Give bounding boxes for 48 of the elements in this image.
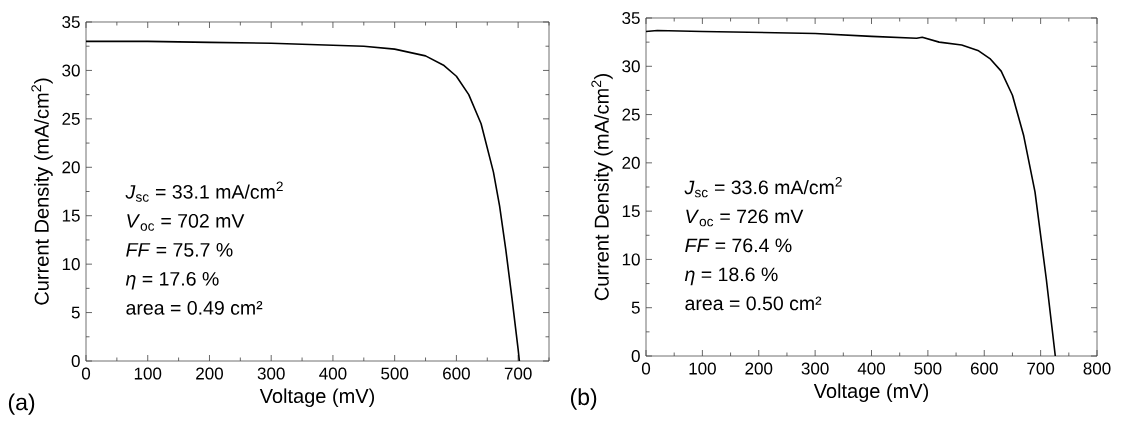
y-tick-label: 20	[622, 156, 640, 169]
y-tick-label: 10	[622, 253, 640, 266]
x-axis-title: Voltage (mV)	[813, 383, 929, 403]
text: (b)	[570, 388, 597, 410]
annotation: V$_{oc}$ = 726 mV	[686, 209, 804, 227]
y-tick-label: 10	[62, 258, 80, 271]
y-tick-label: 0	[631, 349, 640, 363]
x-tick-label: 200	[196, 367, 223, 380]
y-tick-label: 25	[62, 112, 80, 125]
x-tick-label: 300	[801, 362, 829, 375]
x-tick-label: 400	[857, 362, 886, 375]
annotation: J$_{sc}$ = 33.6 mA/cm$^{2}$	[684, 177, 842, 198]
annotation: FF = 75.7 %	[126, 243, 233, 257]
y-tick-label: 5	[631, 301, 640, 314]
x-tick-label: 600	[970, 362, 998, 375]
x-tick-label: 700	[1027, 362, 1055, 375]
y-tick-label: 20	[62, 161, 80, 174]
x-tick-label: 500	[381, 367, 409, 380]
annotation: η = 17.6 %	[125, 271, 219, 290]
y-tick-label: 25	[622, 108, 640, 121]
y-tick-label: 5	[71, 306, 80, 319]
y-axis-title: Current Density (mA/cm$^{2}$)	[591, 74, 613, 301]
x-tick-label: 600	[443, 367, 470, 380]
y-tick-label: 30	[62, 64, 80, 77]
x-tick-label: 0	[81, 367, 91, 380]
x-tick-label: 800	[1083, 362, 1111, 375]
y-tick-label: 15	[622, 205, 640, 218]
x-tick-label: 700	[504, 367, 532, 380]
annotation: area = 0.49 cm²	[126, 300, 263, 315]
annotation: J$_{sc}$ = 33.1 mA/cm$^{2}$	[125, 181, 283, 202]
y-tick-label: 35	[622, 11, 640, 25]
annotation: η = 18.6 %	[684, 267, 778, 286]
annotation: V$_{oc}$ = 702 mV	[127, 213, 245, 231]
x-axis-title: Voltage (mV)	[259, 388, 375, 408]
text: (a)	[8, 393, 35, 415]
x-tick-label: 300	[257, 367, 285, 380]
x-tick-label: 100	[689, 362, 716, 375]
y-axis-title: Current Density (mA/cm$^{2}$)	[31, 78, 53, 305]
x-tick-label: 100	[134, 367, 162, 380]
x-tick-label: 0	[641, 362, 651, 375]
y-tick-label: 15	[62, 209, 80, 222]
y-tick-label: 35	[62, 15, 80, 29]
x-tick-label: 400	[319, 367, 347, 380]
x-tick-label: 500	[914, 362, 942, 375]
y-tick-label: 30	[622, 60, 640, 73]
annotation: FF = 76.4 %	[685, 238, 792, 253]
annotation: area = 0.50 cm²	[685, 296, 822, 311]
x-tick-label: 200	[745, 362, 773, 375]
